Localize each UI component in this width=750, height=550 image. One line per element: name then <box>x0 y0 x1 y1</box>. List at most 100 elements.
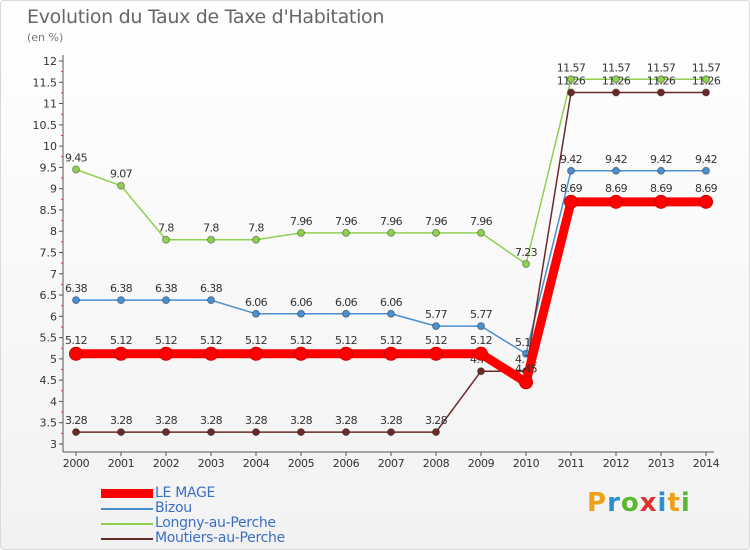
x-tick-label: 2004 <box>243 457 270 470</box>
data-point-bizou <box>702 166 710 175</box>
data-point-le-mage <box>519 375 533 390</box>
y-tick-label: 4 <box>50 395 57 408</box>
data-point-longny-au-perche <box>477 228 485 237</box>
legend-label: LE MAGE <box>155 485 216 501</box>
x-tick-label: 2009 <box>468 457 495 470</box>
brand-letter: r <box>607 488 621 518</box>
x-tick-label: 2012 <box>603 457 629 470</box>
data-label-longny-au-perche: 7.23 <box>515 246 538 259</box>
data-point-moutiers-au-perche <box>477 367 485 376</box>
data-point-longny-au-perche <box>72 165 80 174</box>
x-tick-label: 2000 <box>63 457 90 470</box>
data-label-bizou: 6.38 <box>110 282 133 295</box>
data-point-moutiers-au-perche <box>342 428 350 437</box>
data-label-moutiers-au-perche: 3.28 <box>380 414 403 427</box>
data-label-moutiers-au-perche: 11.26 <box>557 74 586 87</box>
legend-swatch <box>101 489 153 498</box>
data-label-longny-au-perche: 7.8 <box>158 222 174 235</box>
data-label-longny-au-perche: 11.57 <box>602 61 631 74</box>
y-tick-label: 6 <box>50 310 57 323</box>
data-point-bizou <box>432 322 440 331</box>
y-tick-label: 8.5 <box>40 204 58 217</box>
data-label-moutiers-au-perche: 3.28 <box>290 414 313 427</box>
legend-swatch <box>101 508 153 510</box>
data-label-moutiers-au-perche: 3.28 <box>425 414 448 427</box>
brand-logo: Proxiti <box>587 488 691 518</box>
y-tick-label: 6.5 <box>40 289 58 302</box>
data-label-bizou: 6.38 <box>155 282 178 295</box>
brand-letter: t <box>667 488 681 518</box>
y-tick-label: 9 <box>50 183 57 196</box>
data-point-moutiers-au-perche <box>297 428 305 437</box>
data-point-bizou <box>342 309 350 318</box>
legend-label: Moutiers-au-Perche <box>155 530 285 546</box>
y-tick-label: 4.5 <box>40 374 58 387</box>
data-label-le-mage: 5.12 <box>110 334 132 347</box>
data-point-longny-au-perche <box>252 235 260 244</box>
data-label-le-mage: 5.12 <box>200 334 222 347</box>
data-point-moutiers-au-perche <box>387 428 395 437</box>
data-label-le-mage: 5.12 <box>65 334 87 347</box>
data-label-longny-au-perche: 7.96 <box>470 215 493 228</box>
brand-letter: i <box>680 488 691 518</box>
data-point-le-mage <box>249 346 263 361</box>
data-point-moutiers-au-perche <box>432 428 440 437</box>
data-point-longny-au-perche <box>702 75 710 84</box>
data-point-longny-au-perche <box>657 75 665 84</box>
y-tick-label: 10 <box>43 140 57 153</box>
legend-swatch <box>101 538 153 540</box>
data-point-bizou <box>117 296 125 305</box>
data-label-longny-au-perche: 11.57 <box>557 61 586 74</box>
x-tick-label: 2013 <box>648 457 675 470</box>
data-point-moutiers-au-perche <box>567 88 575 97</box>
y-tick-label: 7.5 <box>40 247 58 260</box>
data-label-le-mage: 5.12 <box>470 334 492 347</box>
data-point-longny-au-perche <box>432 228 440 237</box>
brand-letter: i <box>657 488 668 518</box>
data-label-longny-au-perche: 7.8 <box>248 222 264 235</box>
data-point-bizou <box>162 296 170 305</box>
x-tick-label: 2011 <box>558 457 584 470</box>
data-point-bizou <box>252 309 260 318</box>
data-label-bizou: 9.42 <box>605 153 627 166</box>
data-point-moutiers-au-perche <box>117 428 125 437</box>
chart-subtitle: (en %) <box>27 31 64 44</box>
data-point-longny-au-perche <box>612 75 620 84</box>
data-label-le-mage: 5.12 <box>245 334 267 347</box>
y-tick-label: 3.5 <box>40 417 58 430</box>
data-point-le-mage <box>159 346 173 361</box>
data-label-moutiers-au-perche: 3.28 <box>110 414 133 427</box>
data-point-moutiers-au-perche <box>72 428 80 437</box>
y-tick-label: 9.5 <box>40 161 58 174</box>
data-label-moutiers-au-perche: 3.28 <box>200 414 223 427</box>
brand-letter: x <box>639 488 658 518</box>
data-point-bizou <box>387 309 395 318</box>
data-label-bizou: 6.06 <box>335 296 358 309</box>
data-label-moutiers-au-perche: 3.28 <box>245 414 268 427</box>
data-point-le-mage <box>429 346 443 361</box>
brand-letter: P <box>587 488 608 518</box>
data-label-moutiers-au-perche: 3.28 <box>65 414 88 427</box>
x-tick-label: 2005 <box>288 457 315 470</box>
data-label-le-mage: 8.69 <box>650 182 673 195</box>
x-tick-label: 2003 <box>198 457 225 470</box>
data-point-moutiers-au-perche <box>252 428 260 437</box>
data-point-bizou <box>657 166 665 175</box>
data-label-longny-au-perche: 11.57 <box>692 61 721 74</box>
data-label-le-mage: 8.69 <box>695 182 718 195</box>
data-label-le-mage: 5.12 <box>335 334 357 347</box>
data-point-longny-au-perche <box>297 228 305 237</box>
data-label-bizou: 9.42 <box>695 153 717 166</box>
data-point-le-mage <box>699 194 713 209</box>
data-label-le-mage: 5.12 <box>155 334 177 347</box>
data-label-longny-au-perche: 7.96 <box>290 215 313 228</box>
data-point-moutiers-au-perche <box>207 428 215 437</box>
data-label-longny-au-perche: 7.8 <box>203 222 219 235</box>
data-point-le-mage <box>384 346 398 361</box>
x-tick-label: 2014 <box>693 457 720 470</box>
data-point-bizou <box>612 166 620 175</box>
data-label-longny-au-perche: 7.96 <box>380 215 403 228</box>
data-point-le-mage <box>294 346 308 361</box>
data-point-longny-au-perche <box>207 235 215 244</box>
y-tick-label: 7 <box>50 268 57 281</box>
